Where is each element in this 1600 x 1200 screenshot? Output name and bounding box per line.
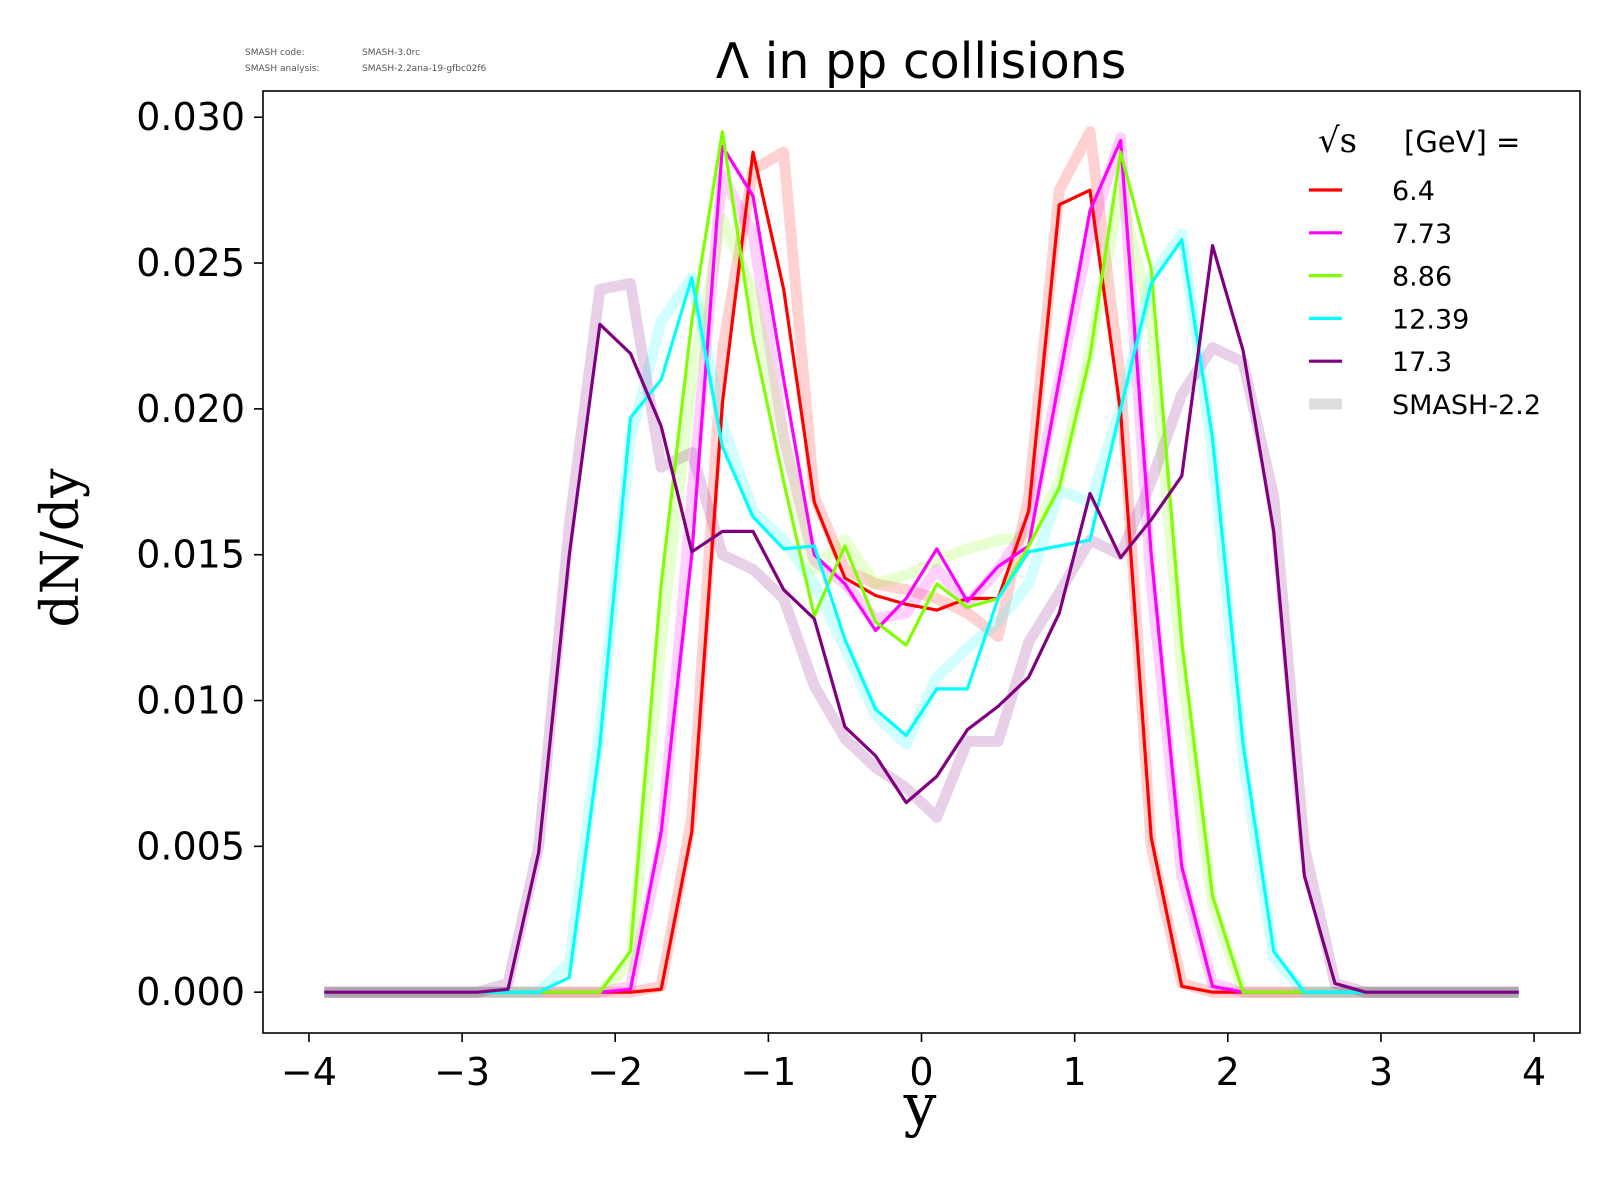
x-tick-label: 2 bbox=[1216, 1050, 1240, 1094]
y-axis-label: dN/dy bbox=[31, 468, 91, 628]
smash-analysis-value: SMASH-2.2ana-19-gfbc02f6 bbox=[362, 64, 487, 74]
legend-label: 12.39 bbox=[1392, 304, 1469, 335]
series-lines bbox=[324, 130, 1519, 994]
y-axis: 0.000 0.005 0.010 0.015 0.020 0.025 0.030 bbox=[136, 95, 263, 1014]
x-tick-label: −1 bbox=[740, 1050, 796, 1094]
legend-sqrt-s: √s bbox=[1318, 121, 1357, 161]
x-axis-label: y bbox=[903, 1071, 937, 1139]
x-tick-label: −2 bbox=[587, 1050, 643, 1094]
legend: √s [GeV] = 6.4 7.73 8.86 12.39 17.3 SMASH-2.2 bbox=[1309, 121, 1541, 421]
legend-item: SMASH-2.2 bbox=[1309, 390, 1541, 421]
legend-item: 8.86 bbox=[1309, 262, 1452, 293]
x-tick-label: 4 bbox=[1522, 1050, 1546, 1094]
legend-label: 7.73 bbox=[1392, 219, 1452, 250]
legend-label: 8.86 bbox=[1392, 262, 1452, 293]
legend-item: 17.3 bbox=[1309, 347, 1452, 378]
legend-item: 6.4 bbox=[1309, 176, 1435, 207]
smash-code-label: SMASH code: bbox=[245, 48, 305, 58]
series-line-17.3 bbox=[324, 244, 1519, 994]
smash-code-value: SMASH-3.0rc bbox=[362, 48, 420, 58]
y-tick-label: 0.030 bbox=[136, 95, 245, 139]
legend-item: 7.73 bbox=[1309, 219, 1452, 250]
smash-analysis-label: SMASH analysis: bbox=[245, 64, 319, 74]
series-line-12.39 bbox=[324, 238, 1519, 994]
legend-item: 12.39 bbox=[1309, 304, 1469, 335]
legend-label: SMASH-2.2 bbox=[1392, 390, 1541, 421]
legend-title: [GeV] = bbox=[1404, 125, 1520, 159]
reference-line-17.3 bbox=[324, 278, 1519, 998]
y-tick-label: 0.010 bbox=[136, 679, 245, 723]
y-tick-label: 0.000 bbox=[136, 970, 245, 1014]
x-tick-label: 0 bbox=[909, 1050, 933, 1094]
chart-title: Λ in pp collisions bbox=[716, 33, 1127, 90]
x-tick-label: −3 bbox=[434, 1050, 490, 1094]
legend-label: 17.3 bbox=[1392, 347, 1452, 378]
x-tick-label: −4 bbox=[281, 1050, 337, 1094]
legend-label: 6.4 bbox=[1392, 176, 1435, 207]
y-tick-label: 0.020 bbox=[136, 387, 245, 431]
y-tick-label: 0.005 bbox=[136, 824, 245, 868]
x-tick-label: 3 bbox=[1369, 1050, 1393, 1094]
reference-lines bbox=[324, 126, 1519, 998]
y-tick-label: 0.025 bbox=[136, 241, 245, 285]
y-tick-label: 0.015 bbox=[136, 533, 245, 577]
x-tick-label: 1 bbox=[1063, 1050, 1087, 1094]
x-axis: −4 −3 −2 −1 0 1 2 3 4 bbox=[281, 1033, 1546, 1094]
